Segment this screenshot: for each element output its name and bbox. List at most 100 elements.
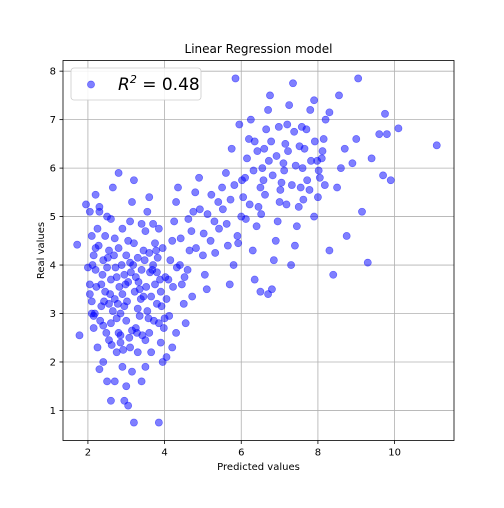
scatter-point — [145, 249, 154, 257]
scatter-point — [233, 232, 242, 240]
scatter-point — [191, 188, 200, 197]
scatter-point — [211, 249, 220, 257]
scatter-point — [292, 222, 301, 231]
scatter-point — [238, 176, 246, 185]
scatter-point — [257, 210, 266, 219]
scatter-point — [137, 265, 146, 274]
scatter-point — [319, 135, 328, 143]
scatter-point — [110, 251, 118, 260]
scatter-point — [107, 396, 115, 405]
scatter-point — [299, 195, 308, 204]
scatter-point — [192, 244, 200, 252]
scatter-point — [114, 244, 123, 252]
legend-label-sup: 2 — [130, 73, 137, 86]
scatter-point — [310, 212, 318, 221]
scatter-point — [254, 202, 263, 211]
scatter-point — [128, 367, 136, 376]
scatter-point — [235, 120, 244, 129]
scatter-point — [87, 232, 96, 240]
scatter-point — [252, 222, 261, 231]
scatter-point — [229, 261, 238, 269]
scatter-point — [112, 273, 121, 282]
scatter-point — [110, 234, 119, 243]
scatter-point — [333, 183, 341, 192]
scatter-point — [172, 328, 180, 337]
scatter-point — [203, 210, 212, 219]
y-tick-label: 7 — [50, 115, 56, 126]
scatter-point — [101, 232, 110, 240]
scatter-point — [294, 202, 303, 211]
scatter-point — [383, 130, 391, 139]
scatter-point — [174, 183, 182, 192]
scatter-point — [156, 287, 165, 296]
y-tick-label: 2 — [50, 357, 56, 368]
scatter-point — [310, 137, 319, 146]
scatter-point — [268, 171, 277, 180]
scatter-point — [214, 198, 223, 206]
scatter-point — [179, 299, 188, 308]
x-tick-label: 8 — [315, 448, 321, 459]
x-tick-label: 10 — [388, 448, 401, 459]
scatter-point — [130, 239, 138, 248]
scatter-point — [93, 224, 102, 233]
scatter-point — [303, 176, 312, 185]
scatter-point — [277, 178, 286, 187]
scatter-point — [180, 273, 189, 282]
scatter-point — [287, 261, 295, 269]
scatter-point — [90, 309, 99, 318]
scatter-point — [130, 287, 139, 296]
scatter-point — [354, 74, 363, 83]
scatter-point — [195, 173, 203, 182]
scatter-point — [283, 120, 292, 129]
scatter-point — [264, 106, 272, 114]
scatter-point — [88, 261, 97, 269]
scatter-point — [143, 307, 152, 315]
scatter-point — [145, 328, 154, 337]
scatter-point — [177, 280, 186, 289]
scatter-point — [151, 280, 159, 289]
scatter-point — [188, 292, 197, 301]
scatter-point — [122, 316, 131, 325]
scatter-point — [264, 156, 273, 165]
scatter-point — [75, 331, 84, 340]
legend-box — [70, 67, 202, 101]
scatter-point — [230, 181, 239, 189]
scatter-point — [271, 236, 280, 245]
scatter-point — [379, 171, 387, 180]
scatter-point — [125, 333, 134, 342]
scatter-point — [297, 123, 306, 131]
data-points — [73, 74, 441, 427]
scatter-point — [381, 109, 389, 118]
scatter-point — [137, 377, 146, 386]
scatter-point — [172, 198, 180, 206]
scatter-point — [267, 137, 276, 146]
scatter-point — [106, 290, 115, 299]
scatter-point — [241, 215, 250, 223]
scatter-point — [282, 200, 291, 209]
scatter-point — [256, 287, 265, 296]
scatter-point — [218, 183, 226, 192]
scatter-point — [187, 227, 196, 236]
scatter-point — [117, 261, 126, 269]
scatter-point — [134, 278, 143, 286]
scatter-point — [107, 341, 116, 349]
scatter-point — [340, 144, 349, 153]
scatter-point — [246, 115, 255, 124]
scatter-point — [96, 316, 105, 325]
scatter-point — [325, 108, 334, 117]
scatter-point — [305, 186, 314, 194]
scatter-point — [126, 268, 135, 277]
scatter-point — [367, 154, 376, 163]
scatter-point — [118, 362, 127, 371]
scatter-point — [156, 338, 165, 347]
scatter-point — [176, 234, 185, 243]
scatter-point — [95, 202, 104, 211]
scatter-point — [256, 183, 265, 192]
scatter-point — [250, 137, 259, 146]
scatter-point — [99, 358, 108, 366]
scatter-point — [185, 246, 194, 255]
scatter-point — [89, 251, 98, 260]
scatter-point — [342, 232, 351, 240]
scatter-point — [226, 195, 235, 204]
